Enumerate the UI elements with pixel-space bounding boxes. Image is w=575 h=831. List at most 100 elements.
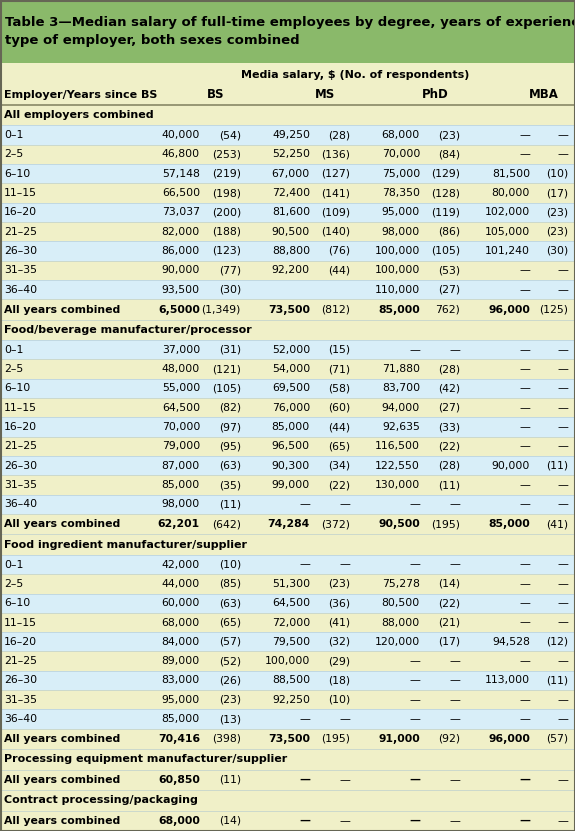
Text: 21–25: 21–25	[4, 441, 37, 451]
Text: All years combined: All years combined	[4, 774, 120, 784]
Text: (77): (77)	[219, 265, 241, 275]
Bar	[0, 652, 575, 671]
Text: (23): (23)	[546, 208, 568, 218]
Text: —: —	[519, 130, 530, 140]
Text: (84): (84)	[438, 150, 460, 160]
Text: (32): (32)	[328, 637, 350, 647]
Bar	[0, 360, 575, 379]
Text: (41): (41)	[328, 617, 350, 627]
Text: 40,000: 40,000	[162, 130, 200, 140]
Text: 98,000: 98,000	[162, 499, 200, 509]
Text: —: —	[299, 774, 310, 784]
Text: (121): (121)	[212, 364, 241, 374]
Text: 762): 762)	[435, 304, 460, 314]
Text: —: —	[557, 383, 568, 393]
Text: (14): (14)	[219, 816, 241, 826]
Bar	[0, 574, 575, 593]
Text: (195): (195)	[431, 519, 460, 529]
Text: 96,500: 96,500	[272, 441, 310, 451]
Text: (42): (42)	[438, 383, 460, 393]
Text: (26): (26)	[219, 676, 241, 686]
Text: —: —	[409, 656, 420, 666]
Text: (52): (52)	[219, 656, 241, 666]
Text: 71,880: 71,880	[382, 364, 420, 374]
Bar	[0, 280, 575, 299]
Text: —: —	[409, 345, 420, 355]
Text: (54): (54)	[219, 130, 241, 140]
Text: —: —	[557, 695, 568, 705]
Text: (14): (14)	[438, 579, 460, 589]
Text: 16–20: 16–20	[4, 637, 37, 647]
Bar	[0, 710, 575, 729]
Text: —: —	[409, 499, 420, 509]
Text: —: —	[449, 676, 460, 686]
Text: 89,000: 89,000	[162, 656, 200, 666]
Text: (10): (10)	[546, 169, 568, 179]
Text: (97): (97)	[219, 422, 241, 432]
Text: —: —	[557, 579, 568, 589]
Text: 60,000: 60,000	[162, 598, 200, 608]
Text: 70,416: 70,416	[158, 734, 200, 744]
Text: —: —	[519, 265, 530, 275]
Text: 46,800: 46,800	[162, 150, 200, 160]
Bar	[0, 437, 575, 456]
Bar	[0, 750, 575, 770]
Text: 0–1: 0–1	[4, 345, 24, 355]
Text: —: —	[449, 345, 460, 355]
Text: 11–15: 11–15	[4, 617, 37, 627]
Text: 70,000: 70,000	[382, 150, 420, 160]
Text: BS: BS	[207, 88, 224, 101]
Text: —: —	[519, 695, 530, 705]
Text: —: —	[449, 714, 460, 724]
Text: 85,000: 85,000	[378, 304, 420, 314]
Text: (125): (125)	[539, 304, 568, 314]
Text: MS: MS	[315, 88, 335, 101]
Bar	[0, 555, 575, 574]
Text: (23): (23)	[328, 579, 350, 589]
Text: (127): (127)	[321, 169, 350, 179]
Text: 75,278: 75,278	[382, 579, 420, 589]
Text: —: —	[557, 422, 568, 432]
Text: 31–35: 31–35	[4, 695, 37, 705]
Text: 130,000: 130,000	[375, 480, 420, 490]
Text: 88,500: 88,500	[272, 676, 310, 686]
Text: (15): (15)	[328, 345, 350, 355]
Text: 88,000: 88,000	[382, 617, 420, 627]
Text: 79,000: 79,000	[162, 441, 200, 451]
Bar	[0, 671, 575, 690]
Text: —: —	[557, 345, 568, 355]
Text: 90,500: 90,500	[272, 227, 310, 237]
Text: 69,500: 69,500	[272, 383, 310, 393]
Text: (22): (22)	[438, 598, 460, 608]
Text: 6–10: 6–10	[4, 598, 30, 608]
Text: —: —	[519, 774, 530, 784]
Text: (253): (253)	[212, 150, 241, 160]
Text: (53): (53)	[438, 265, 460, 275]
Text: All years combined: All years combined	[4, 816, 120, 826]
Text: (123): (123)	[212, 246, 241, 256]
Text: (10): (10)	[328, 695, 350, 705]
Text: Table 3—Median salary of full-time employees by degree, years of experience, and: Table 3—Median salary of full-time emplo…	[5, 16, 575, 47]
Text: (86): (86)	[438, 227, 460, 237]
Bar	[0, 261, 575, 280]
Text: (11): (11)	[438, 480, 460, 490]
Bar	[0, 810, 575, 831]
Text: Food ingredient manufacturer/supplier: Food ingredient manufacturer/supplier	[4, 539, 247, 549]
Text: 85,000: 85,000	[488, 519, 530, 529]
Text: 67,000: 67,000	[272, 169, 310, 179]
Text: (44): (44)	[328, 422, 350, 432]
Text: (10): (10)	[218, 559, 241, 569]
Text: 90,000: 90,000	[492, 460, 530, 470]
Text: 55,000: 55,000	[162, 383, 200, 393]
Bar	[0, 729, 575, 750]
Bar	[0, 63, 575, 105]
Text: 0–1: 0–1	[4, 559, 24, 569]
Text: Processing equipment manufacturer/supplier: Processing equipment manufacturer/suppli…	[4, 755, 288, 765]
Text: —: —	[519, 714, 530, 724]
Text: —: —	[557, 480, 568, 490]
Text: (11): (11)	[546, 460, 568, 470]
Text: 100,000: 100,000	[264, 656, 310, 666]
Text: 2–5: 2–5	[4, 579, 23, 589]
Text: 21–25: 21–25	[4, 227, 37, 237]
Text: —: —	[409, 714, 420, 724]
